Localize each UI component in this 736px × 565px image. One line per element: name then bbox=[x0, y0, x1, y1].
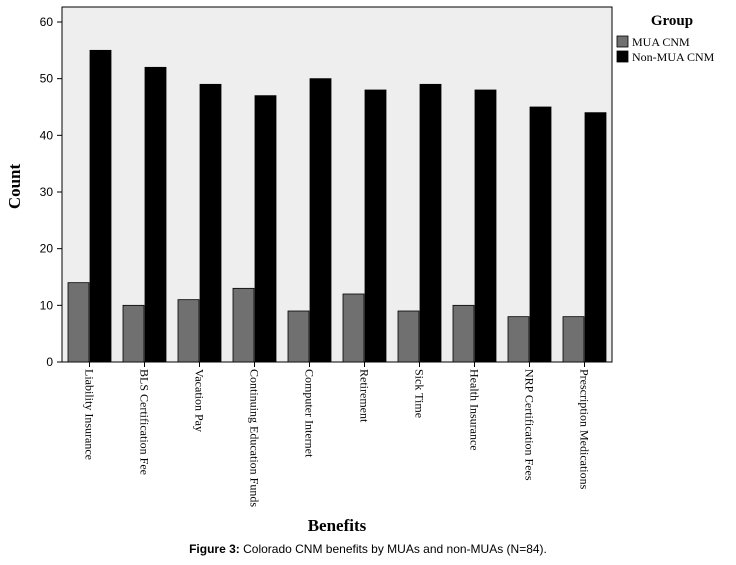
bar-non-mua-3 bbox=[199, 83, 222, 363]
x-axis-label: Benefits bbox=[308, 516, 367, 535]
bar-mua-2 bbox=[122, 304, 145, 363]
bar-mua-4 bbox=[232, 287, 255, 363]
bar-non-mua-1 bbox=[89, 49, 112, 363]
caption-label: Figure 3: bbox=[189, 542, 240, 556]
plot-area bbox=[61, 6, 613, 363]
bar-mua-1 bbox=[67, 282, 90, 363]
caption-text: Colorado CNM benefits by MUAs and non-MU… bbox=[239, 542, 547, 556]
bar-mua-9 bbox=[507, 316, 530, 363]
bar-non-mua-7 bbox=[419, 83, 442, 363]
x-tick-label: BLS Certification Fee bbox=[138, 369, 152, 475]
x-tick-label: Vacation Pay bbox=[193, 369, 207, 432]
y-tick-label: 40 bbox=[40, 128, 54, 142]
x-tick-label: Retirement bbox=[358, 369, 372, 423]
bar-non-mua-8 bbox=[474, 89, 497, 363]
bar-mua-7 bbox=[397, 310, 420, 363]
x-tick-label: Computer Internet bbox=[303, 369, 317, 458]
y-tick-label: 10 bbox=[40, 298, 54, 312]
legend-label: MUA CNM bbox=[632, 35, 690, 49]
bar-non-mua-5 bbox=[309, 78, 332, 363]
bar-non-mua-4 bbox=[254, 95, 277, 363]
bar-non-mua-2 bbox=[144, 66, 167, 363]
y-tick-label: 30 bbox=[40, 185, 54, 199]
x-tick-label: Sick Time bbox=[413, 369, 427, 418]
x-tick-label: Continuing Education Funds bbox=[248, 369, 262, 507]
x-axis: Liability Insurance BLS Certification Fee… bbox=[83, 362, 592, 507]
figure-caption: Figure 3: Colorado CNM benefits by MUAs … bbox=[0, 542, 736, 556]
bar-non-mua-9 bbox=[529, 106, 552, 363]
legend-label: Non-MUA CNM bbox=[632, 50, 715, 64]
x-tick-label: NRP Certification Fees bbox=[523, 369, 537, 481]
bar-mua-3 bbox=[177, 299, 200, 363]
bars-group bbox=[67, 49, 607, 363]
bar-mua-5 bbox=[287, 310, 310, 363]
y-tick-label: 0 bbox=[46, 355, 53, 369]
bar-mua-6 bbox=[342, 293, 365, 363]
bar-mua-10 bbox=[562, 316, 585, 363]
legend-swatch bbox=[616, 35, 629, 48]
y-axis: 0 10 20 30 40 50 60 bbox=[40, 15, 62, 369]
x-tick-label: Liability Insurance bbox=[83, 369, 97, 460]
y-tick-label: 50 bbox=[40, 72, 54, 86]
legend-title: Group bbox=[651, 13, 693, 29]
bar-non-mua-6 bbox=[364, 89, 387, 363]
legend-swatch bbox=[616, 50, 629, 63]
x-tick-label: Health Insurance bbox=[468, 369, 482, 451]
bar-mua-8 bbox=[452, 304, 475, 363]
y-axis-label: Count bbox=[5, 163, 24, 209]
x-tick-label: Prescription Medications bbox=[578, 369, 592, 490]
bar-non-mua-10 bbox=[584, 112, 607, 363]
y-tick-label: 20 bbox=[40, 242, 54, 256]
y-tick-label: 60 bbox=[40, 15, 54, 29]
